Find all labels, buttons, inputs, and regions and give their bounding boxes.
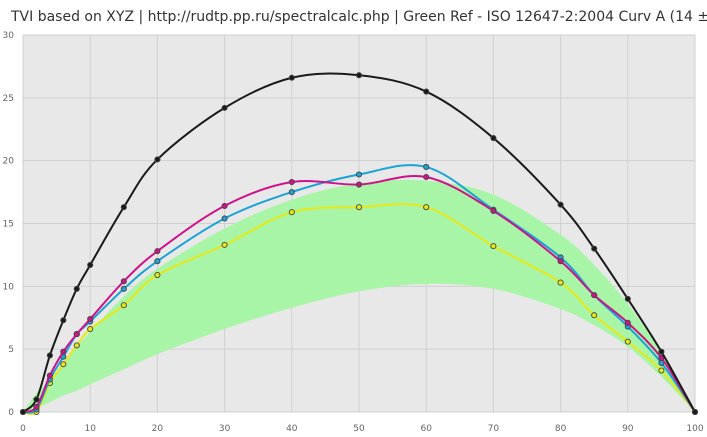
y-tick-label: 0 [8,408,14,418]
data-point-3-3 [60,317,67,324]
data-point-2-1 [33,403,40,411]
x-tick-label: 90 [622,424,634,434]
data-point-3-2 [46,352,53,359]
series-group [19,72,699,416]
data-point-3-13 [557,201,564,208]
data-point-3-5 [87,261,94,269]
x-tick-label: 30 [219,424,231,434]
data-point-3-15 [624,295,631,302]
data-point-0-10 [355,204,363,211]
data-point-3-11 [423,88,430,95]
data-point-2-10 [355,181,363,188]
data-point-2-5 [87,315,94,323]
x-tick-label: 40 [286,424,298,434]
data-point-3-8 [221,104,228,111]
data-point-3-4 [73,285,80,292]
data-point-0-8 [221,241,228,248]
data-point-1-9 [288,189,295,196]
data-point-2-6 [120,278,127,285]
data-point-2-15 [624,319,631,326]
data-point-3-17 [691,408,699,416]
data-point-3-1 [33,396,40,403]
y-tick-label: 20 [3,157,15,167]
data-point-2-14 [591,292,598,299]
x-tick-label: 0 [20,424,26,434]
data-point-0-15 [624,338,631,345]
data-point-3-16 [658,348,665,355]
data-point-2-12 [490,207,497,214]
data-point-2-2 [46,372,53,379]
data-point-0-11 [423,204,430,211]
data-point-3-14 [591,245,598,252]
data-point-0-14 [591,312,598,319]
data-point-0-5 [87,326,94,333]
data-point-0-9 [288,209,295,216]
data-point-3-0 [19,408,27,416]
data-point-0-16 [658,367,665,374]
data-point-3-9 [288,74,295,81]
data-point-2-13 [557,258,564,265]
x-tick-label: 50 [353,424,365,434]
data-point-3-7 [154,156,161,163]
data-point-1-8 [221,215,228,222]
x-tick-label: 10 [84,424,96,434]
data-point-3-6 [120,204,127,211]
y-tick-label: 10 [3,282,15,292]
data-point-0-3 [60,361,67,368]
data-point-2-9 [288,178,295,186]
y-tick-label: 15 [3,220,14,230]
chart-title: TVI based on XYZ | http://rudtp.pp.ru/sp… [10,9,707,25]
x-tick-label: 100 [686,424,703,434]
y-tick-label: 5 [8,345,14,355]
data-point-1-10 [355,171,363,178]
data-point-2-11 [423,173,430,181]
reference-band-area [23,179,695,412]
tick-labels: 0 10 20 30 40 50 60 70 80 90 100 0 5 10 15 20 25 30 [3,31,704,434]
data-point-3-12 [490,134,497,142]
data-point-1-7 [154,258,161,265]
data-point-2-8 [221,202,228,209]
data-point-2-4 [73,331,80,338]
data-point-0-7 [154,271,161,279]
y-tick-label: 30 [3,31,15,41]
x-tick-label: 60 [420,424,432,434]
data-point-0-13 [557,279,564,286]
data-point-0-6 [120,302,127,309]
reference-band [23,179,695,412]
data-point-0-4 [73,342,80,349]
data-point-3-10 [355,72,363,79]
x-tick-label: 20 [152,424,164,434]
y-tick-label: 25 [3,94,14,104]
data-point-0-12 [490,243,497,250]
data-point-2-7 [154,248,161,255]
x-tick-label: 70 [488,424,500,434]
data-point-2-3 [60,348,67,355]
x-tick-label: 80 [555,424,567,434]
data-point-1-6 [120,285,127,292]
data-point-1-11 [423,163,430,170]
